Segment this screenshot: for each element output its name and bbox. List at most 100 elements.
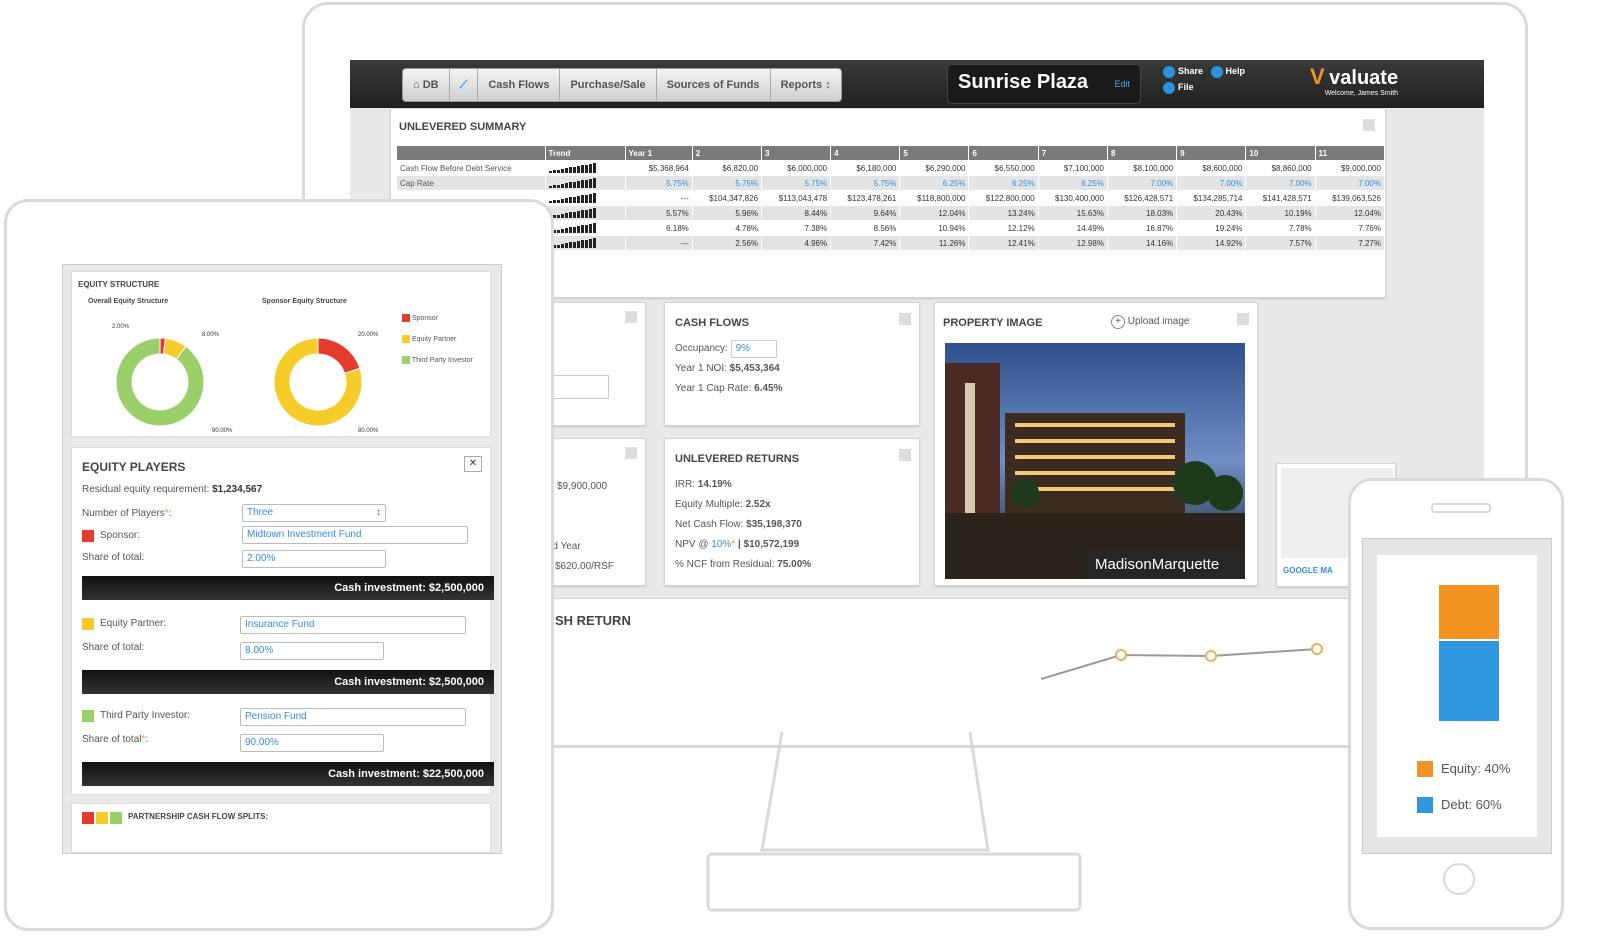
sponsor-share-input[interactable]: 2.00% [242,550,386,568]
players-count-label: Number of Players [82,508,165,519]
summary-cell[interactable]: 7.00% [1314,175,1386,191]
summary-cell: 8.56% [830,220,901,236]
equity-multiple-label: Equity Multiple: [675,499,743,510]
split-third-swatch [110,812,122,824]
returns-title: UNLEVERED RETURNS [675,453,800,465]
summary-cell: 7.76% [1314,220,1386,236]
app-top-bar: ⌂ DB ⟋ Cash Flows Purchase/Sale Sources … [350,60,1484,108]
close-icon[interactable]: ✕ [464,456,482,472]
summary-cell: $8,600,000 [1176,160,1247,176]
trend-sparkbars [544,205,626,221]
google-map-link[interactable]: GOOGLE MA [1283,566,1333,575]
third-share-input[interactable]: 90.00% [240,734,384,752]
stepper-icon: ↕ [376,507,381,518]
tab-cash-flows[interactable]: Cash Flows [478,69,561,101]
splits-title: PARTNERSHIP CASH FLOW SPLITS: [128,812,269,821]
top-links: Share Help File [1163,66,1245,94]
summary-cell[interactable]: 6.25% [968,175,1039,191]
tab-purchase-sale[interactable]: Purchase/Sale [560,69,657,101]
trend-icon[interactable]: ⟋ [450,69,479,101]
overall-equity-title: Overall Equity Structure [88,298,169,305]
net-cash-flow-value: $35,198,370 [746,519,802,530]
summary-cell: 14.92% [1176,235,1247,251]
sponsor-swatch [82,530,94,542]
valuate-logo: V valuate Welcome, James Smith [1310,64,1399,97]
summary-cell: $6,000,000 [761,160,832,176]
panel-menu-icon[interactable] [899,449,911,461]
summary-cell: 20.43% [1176,205,1247,221]
summary-cell: $9,000,000 [1314,160,1386,176]
tab-sources-of-funds[interactable]: Sources of Funds [657,69,771,101]
cash-return-chart-panel: SH RETURN [540,598,1386,690]
summary-cell[interactable]: 7.00% [1106,175,1178,191]
players-count-select[interactable]: Three ↕ [242,504,386,522]
equity-bar-segment [1439,585,1499,639]
donut-label: 80.00% [358,428,379,434]
summary-cell[interactable]: 6.25% [899,175,970,191]
summary-cell[interactable]: 6.25% [1037,175,1108,191]
third-party-label: Third Party Investor: [100,710,191,721]
irr-label: IRR: [675,479,695,490]
sponsor-input[interactable]: Midtown Investment Fund [242,526,468,544]
help-button[interactable]: Help [1210,66,1245,78]
file-button[interactable]: File [1163,82,1194,94]
summary-header-cell: 9 [1176,145,1247,161]
cash-return-title: SH RETURN [555,613,631,628]
panel-menu-icon[interactable] [1363,119,1375,131]
partial-year-link[interactable]: rd Year [549,541,581,552]
partial-panel-top [540,302,646,426]
equity-swatch [1417,761,1433,777]
occupancy-input[interactable]: 9% [730,340,777,358]
sponsor-label: Sponsor: [100,530,141,541]
welcome-text: Welcome, James Smith [1324,90,1399,97]
npv-rate-link[interactable]: 10% [711,539,732,550]
sponsor-equity-title: Sponsor Equity Structure [262,298,347,305]
split-partner-swatch [96,812,108,824]
summary-cell[interactable]: 5.75% [691,175,763,191]
trend-sparkbars [544,235,626,251]
summary-row-label: Cap Rate [396,175,546,191]
summary-cell[interactable]: 5.75% [624,175,693,191]
summary-cell[interactable]: 5.75% [830,175,901,191]
partial-panel-bottom: $9,900,000 rd Year $620.00/RSF [540,438,646,586]
summary-title: UNLEVERED SUMMARY [399,121,527,133]
updown-icon: ↕ [825,79,831,91]
share-button[interactable]: Share [1163,66,1203,78]
tab-dashboard[interactable]: ⌂ DB [403,69,450,101]
panel-menu-icon[interactable] [625,447,637,459]
third-share-label: Share of total [82,734,142,745]
edit-property-link[interactable]: Edit [1114,79,1130,89]
summary-cell: 14.49% [1037,220,1108,236]
panel-menu-icon[interactable] [899,313,911,325]
summary-header-cell: 8 [1106,145,1178,161]
partner-share-input[interactable]: 8.00% [240,642,384,660]
panel-menu-icon[interactable] [1237,313,1249,325]
noi-value: $5,453,364 [729,363,780,374]
debt-bar-segment [1439,641,1499,721]
summary-cell[interactable]: 7.00% [1176,175,1247,191]
summary-cell: 5.57% [624,205,693,221]
summary-cell: 12.98% [1037,235,1108,251]
summary-cell: 4.78% [691,220,763,236]
tab-reports[interactable]: Reports ↕ [780,79,831,91]
partial-input[interactable] [551,375,609,399]
summary-cell: $8,860,000 [1245,160,1316,176]
summary-header-cell: 11 [1314,145,1386,161]
debt-swatch [1417,797,1433,813]
panel-menu-icon[interactable] [625,311,637,323]
upload-image-button[interactable]: + Upload image [1111,315,1190,329]
summary-cell: 16.87% [1106,220,1178,236]
partner-input[interactable]: Insurance Fund [240,616,466,634]
npv-value: | $10,572,199 [737,539,800,550]
summary-header-cell [396,145,546,161]
summary-cell: 4.96% [761,235,832,251]
phone-home-button[interactable] [1443,863,1475,895]
summary-cell: $123,478,261 [830,190,901,206]
equity-structure-title: EQUITY STRUCTURE [78,280,160,289]
summary-cell[interactable]: 5.75% [761,175,832,191]
summary-cell: 7.78% [1245,220,1316,236]
summary-cell[interactable]: 7.00% [1245,175,1316,191]
third-party-input[interactable]: Pension Fund [240,708,466,726]
npv-label: NPV @ [675,539,709,550]
trend-sparkbars [544,190,626,206]
